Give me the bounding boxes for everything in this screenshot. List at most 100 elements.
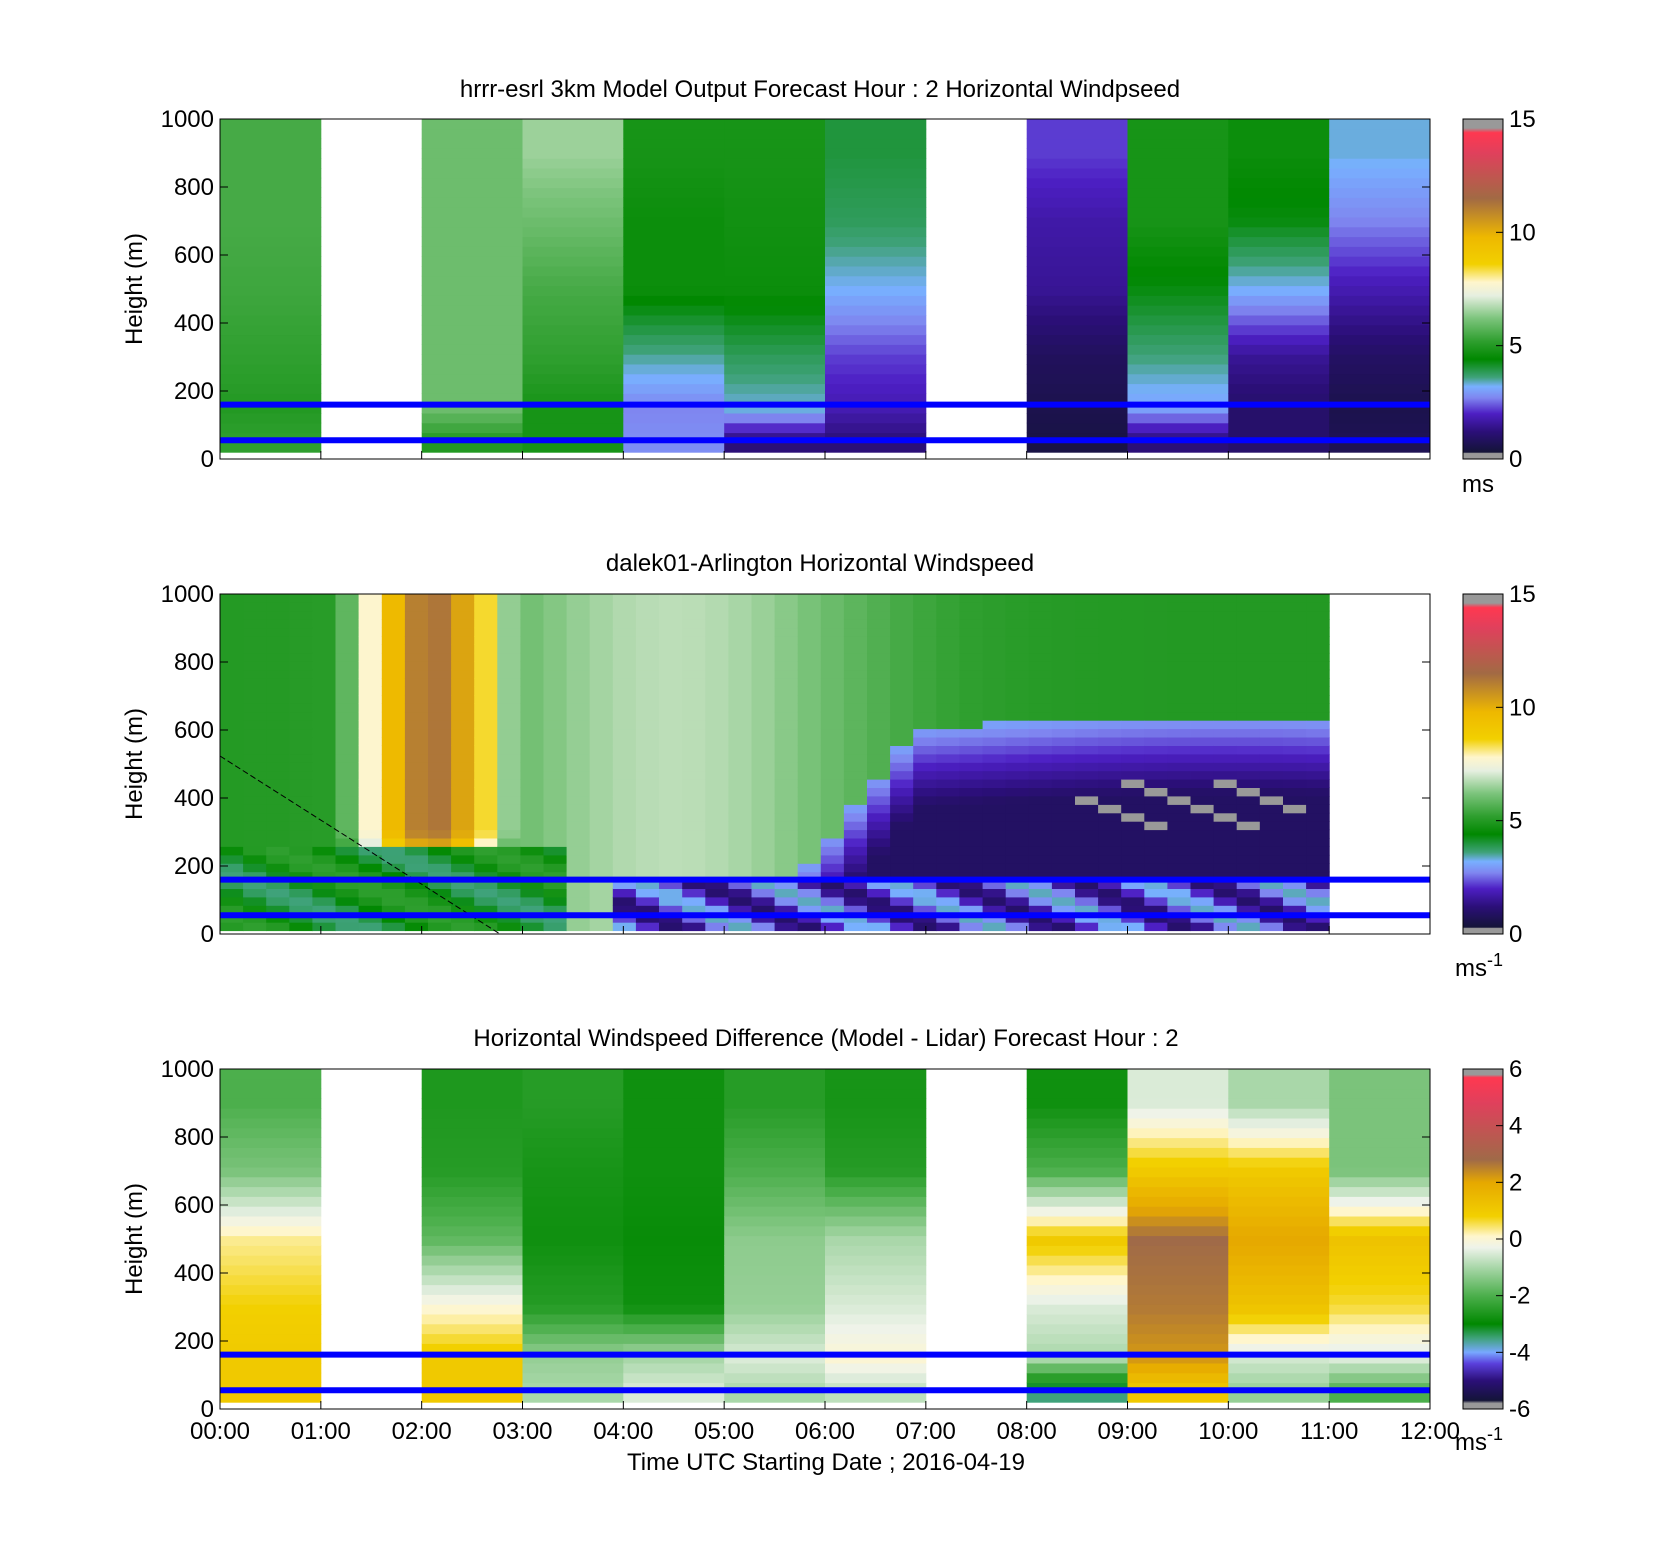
heatmap-cell [266, 644, 290, 654]
heatmap-cell [705, 880, 729, 889]
heatmap-cell [825, 1323, 927, 1335]
heatmap-cell [1028, 812, 1053, 822]
heatmap-cell [421, 413, 523, 424]
heatmap-cell [474, 829, 498, 839]
heatmap-cell [1026, 1245, 1128, 1256]
heatmap-cell [682, 770, 706, 780]
heatmap-cell [428, 678, 452, 687]
heatmap-cell [751, 686, 776, 696]
heatmap-cell [724, 1245, 826, 1256]
heatmap-cell [266, 896, 290, 906]
heatmap-cell [724, 1088, 826, 1099]
heatmap-cell [959, 812, 983, 822]
heatmap-cell [358, 602, 383, 612]
heatmap-cell [266, 669, 290, 679]
heatmap-cell [1236, 703, 1261, 713]
heatmap-cell [751, 636, 776, 645]
heatmap-cell [1213, 896, 1238, 906]
heatmap-cell [843, 737, 868, 746]
heatmap-cell [589, 863, 614, 873]
heatmap-cell [335, 880, 360, 889]
heatmap-cell [867, 745, 891, 755]
heatmap-cell [451, 888, 475, 898]
heatmap-cell [543, 905, 568, 915]
heatmap-cell [1144, 796, 1168, 805]
heatmap-cell [266, 905, 290, 915]
heatmap-cell [1127, 1078, 1229, 1090]
heatmap-cell [843, 745, 868, 755]
heatmap-cell [1144, 594, 1168, 603]
panel-model-colorbar-unit: ms [1462, 471, 1494, 498]
heatmap-cell [623, 295, 725, 306]
heatmap-cell [612, 678, 637, 687]
heatmap-cell [1026, 1265, 1128, 1276]
heatmap-cell [728, 905, 752, 915]
heatmap-cell [867, 787, 891, 797]
heatmap-cell [289, 737, 313, 746]
heatmap-cell [289, 652, 313, 662]
heatmap-cell [843, 678, 868, 687]
heatmap-cell [522, 1108, 624, 1119]
heatmap-cell [1228, 1333, 1330, 1344]
heatmap-cell [1190, 854, 1215, 864]
heatmap-cell [335, 896, 360, 906]
heatmap-cell [705, 796, 729, 805]
heatmap-cell [774, 787, 799, 797]
heatmap-cell [220, 1255, 322, 1266]
heatmap-cell [797, 594, 822, 603]
heatmap-cell [1075, 888, 1099, 898]
heatmap-cell [1127, 1343, 1229, 1354]
heatmap-cell [522, 128, 624, 140]
heatmap-cell [266, 787, 290, 797]
heatmap-cell [589, 922, 614, 932]
heatmap-cell [1228, 1098, 1330, 1109]
heatmap-cell [522, 1098, 624, 1109]
heatmap-cell [1026, 1314, 1128, 1325]
heatmap-cell [867, 846, 891, 856]
heatmap-cell [682, 594, 706, 603]
heatmap-cell [1190, 871, 1215, 881]
heatmap-cell [705, 922, 729, 932]
heatmap-cell [982, 888, 1007, 898]
heatmap-cell [705, 619, 729, 629]
heatmap-cell [623, 1088, 725, 1099]
heatmap-cell [1228, 1235, 1330, 1246]
heatmap-cell [404, 627, 429, 637]
heatmap-cell [1236, 922, 1261, 932]
heatmap-cell [381, 804, 406, 814]
heatmap-cell [1236, 846, 1261, 856]
heatmap-cell [1028, 678, 1053, 687]
heatmap-cell [520, 905, 544, 915]
panel-lidar-title: dalek01-Arlington Horizontal Windspeed [606, 550, 1034, 577]
heatmap-cell [404, 703, 429, 713]
heatmap-cell [1026, 295, 1128, 306]
heatmap-cell [1127, 217, 1229, 228]
heatmap-cell [428, 703, 452, 713]
heatmap-cell [635, 644, 660, 654]
heatmap-cell [820, 661, 845, 671]
heatmap-cell [266, 737, 290, 746]
heatmap-cell [1026, 1392, 1128, 1403]
heatmap-cell [1213, 779, 1238, 788]
heatmap-cell [566, 636, 591, 645]
heatmap-cell [1283, 737, 1307, 746]
heatmap-cell [774, 686, 799, 696]
heatmap-cell [1213, 804, 1238, 814]
heatmap-cell [266, 804, 290, 814]
heatmap-cell [1259, 922, 1284, 932]
heatmap-cell [589, 888, 614, 898]
heatmap-cell [243, 652, 267, 662]
heatmap-cell [1228, 1196, 1330, 1207]
heatmap-cell [421, 324, 523, 336]
heatmap-cell [1228, 226, 1330, 238]
heatmap-cell [1236, 888, 1261, 898]
heatmap-cell [335, 703, 360, 713]
heatmap-cell [682, 804, 706, 814]
heatmap-cell [1098, 821, 1122, 831]
heatmap-cell [774, 669, 799, 679]
heatmap-cell [1236, 720, 1261, 730]
heatmap-cell [612, 703, 637, 713]
heatmap-cell [1075, 779, 1099, 788]
heatmap-cell [312, 669, 336, 679]
heatmap-cell [1306, 619, 1330, 629]
